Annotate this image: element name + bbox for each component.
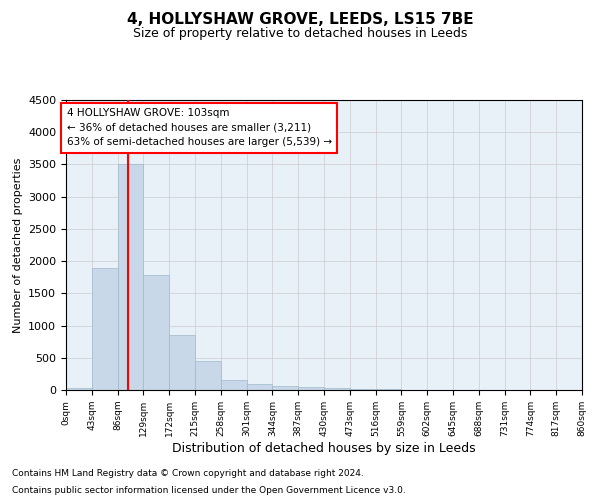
Bar	[92, 268, 118, 390]
Bar	[195, 361, 221, 390]
Text: 4, HOLLYSHAW GROVE, LEEDS, LS15 7BE: 4, HOLLYSHAW GROVE, LEEDS, LS15 7BE	[127, 12, 473, 28]
Bar	[143, 276, 169, 390]
Text: 4 HOLLYSHAW GROVE: 103sqm
← 36% of detached houses are smaller (3,211)
63% of se: 4 HOLLYSHAW GROVE: 103sqm ← 36% of detac…	[67, 108, 332, 148]
Text: Size of property relative to detached houses in Leeds: Size of property relative to detached ho…	[133, 28, 467, 40]
Bar	[272, 386, 298, 390]
Text: Contains HM Land Registry data © Crown copyright and database right 2024.: Contains HM Land Registry data © Crown c…	[12, 468, 364, 477]
Bar	[298, 387, 324, 390]
Bar	[350, 389, 376, 390]
Bar	[247, 384, 272, 390]
Bar	[324, 388, 350, 390]
Bar	[118, 164, 143, 390]
Bar	[66, 388, 92, 390]
Bar	[221, 380, 247, 390]
Text: Contains public sector information licensed under the Open Government Licence v3: Contains public sector information licen…	[12, 486, 406, 495]
Y-axis label: Number of detached properties: Number of detached properties	[13, 158, 23, 332]
Bar	[169, 335, 195, 390]
X-axis label: Distribution of detached houses by size in Leeds: Distribution of detached houses by size …	[172, 442, 476, 454]
